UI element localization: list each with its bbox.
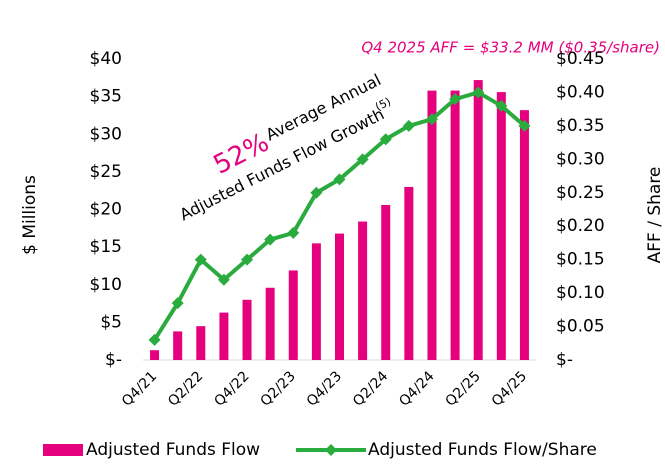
footnote: (5) — [373, 95, 393, 114]
marker — [518, 119, 531, 132]
y-tick-label: $10 — [90, 275, 122, 295]
legend-swatch — [325, 444, 337, 456]
bar — [519, 110, 529, 360]
bar — [335, 233, 344, 360]
marker — [472, 86, 485, 99]
marker — [379, 133, 392, 146]
x-tick-label: Q4/23 — [304, 368, 345, 409]
bar — [496, 92, 506, 361]
x-tick-label: Q2/24 — [350, 368, 391, 409]
y2-tick-label: $0.05 — [556, 317, 605, 337]
bar — [358, 221, 368, 360]
marker — [402, 119, 415, 132]
marker — [148, 333, 161, 346]
y-tick-label: $- — [105, 350, 122, 370]
legend-swatch — [43, 444, 83, 456]
bar — [265, 287, 275, 360]
bar — [404, 186, 414, 360]
marker — [217, 273, 230, 286]
x-tick-label: Q4/24 — [396, 368, 437, 409]
bar — [196, 326, 206, 360]
y2-tick-label: $0.30 — [556, 149, 605, 169]
marker — [356, 153, 369, 166]
bar — [150, 350, 160, 360]
y2-tick-label: $0.10 — [556, 283, 605, 303]
y2-tick-label: $- — [556, 350, 573, 370]
marker — [241, 253, 254, 266]
bar — [219, 312, 229, 360]
x-tick-label: Q4/21 — [119, 368, 160, 409]
top-annotation: Q4 2025 AFF = $33.2 MM ($0.35/share) — [361, 39, 660, 57]
y-tick-label: $5 — [100, 312, 122, 332]
y2-tick-label: $0.20 — [556, 216, 605, 236]
bar — [381, 204, 391, 360]
y-tick-label: $30 — [90, 124, 122, 144]
bar — [311, 243, 321, 360]
x-tick-label: Q2/23 — [258, 368, 299, 409]
marker — [310, 186, 323, 199]
bar — [288, 270, 298, 360]
marker — [425, 113, 438, 126]
bar — [173, 331, 183, 360]
y2-tick-label: $0.25 — [556, 183, 605, 203]
bar — [450, 90, 460, 360]
y-tick-label: $15 — [90, 237, 122, 257]
x-tick-label: Q2/22 — [165, 368, 206, 409]
x-tick-label: Q4/25 — [489, 368, 530, 409]
bar — [242, 299, 252, 360]
marker — [171, 297, 184, 310]
y2-tick-label: $0.40 — [556, 82, 605, 102]
bar — [427, 90, 437, 360]
y-tick-label: $25 — [90, 162, 122, 182]
y-tick-label: $40 — [90, 49, 122, 69]
y-tick-label: $20 — [90, 200, 122, 220]
bar — [473, 80, 483, 360]
legend-label: Adjusted Funds Flow/Share — [368, 440, 597, 460]
marker — [333, 173, 346, 186]
marker — [449, 93, 462, 106]
marker — [287, 226, 300, 239]
y2-tick-label: $0.35 — [556, 116, 605, 136]
x-tick-label: Q2/25 — [443, 368, 484, 409]
marker — [264, 233, 277, 246]
legend-label: Adjusted Funds Flow — [86, 440, 260, 460]
y2-axis-label: AFF / Share — [645, 167, 665, 264]
y2-tick-label: $0.45 — [556, 49, 605, 69]
y2-tick-label: $0.15 — [556, 250, 605, 270]
marker — [495, 99, 508, 112]
marker — [194, 253, 207, 266]
growth-annotation: 52% Average Annual Adjusted Funds Flow G… — [177, 70, 393, 224]
y-axis-label: $ Millions — [20, 175, 40, 255]
x-tick-label: Q4/22 — [211, 368, 252, 409]
y-tick-label: $35 — [90, 87, 122, 107]
